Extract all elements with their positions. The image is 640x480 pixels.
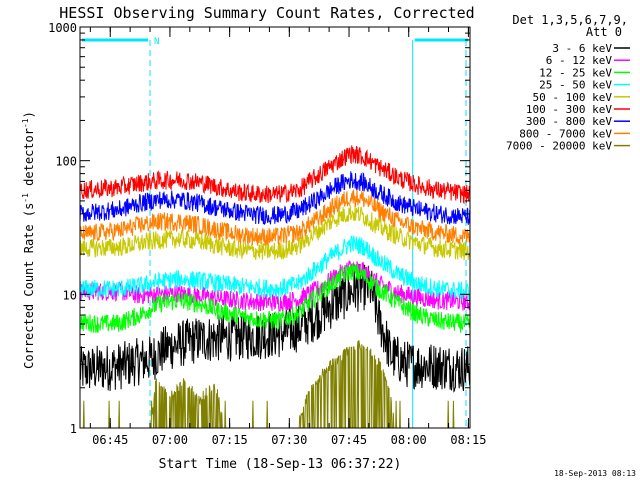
- x-tick-label-2: 07:15: [212, 433, 248, 447]
- series-line-2: [79, 263, 471, 333]
- y-label-exp-1: -1: [21, 193, 30, 203]
- y-tick-label-1: 10: [63, 288, 77, 302]
- legend-label-8: 7000 - 20000 keV: [506, 140, 612, 153]
- legend-label-7: 800 - 7000 keV: [519, 127, 612, 140]
- series-line-1: [79, 260, 471, 312]
- y-axis-label: Corrected Count Rate (s-1 detector-1): [21, 111, 36, 369]
- legend-label-3: 25 - 50 keV: [539, 79, 612, 92]
- attenuator-annotations: N: [82, 37, 468, 428]
- x-tick-label-5: 08:00: [391, 433, 427, 447]
- x-tick-label-0: 06:45: [92, 433, 128, 447]
- series-line-5: [79, 145, 471, 205]
- series-line-4: [79, 204, 471, 261]
- series-line-7: [79, 189, 471, 246]
- axes: 1 10 100 1000 06:45 07:00 07:15 07:30 07:45 08:00…: [48, 21, 486, 447]
- legend-label-4: 50 - 100 keV: [533, 91, 613, 104]
- x-tick-label-4: 07:45: [331, 433, 367, 447]
- series-line-0: [79, 262, 471, 393]
- y-tick-label-2: 100: [55, 155, 77, 169]
- chart-title: HESSI Observing Summary Count Rates, Cor…: [59, 4, 474, 22]
- x-tick-label-3: 07:30: [271, 433, 307, 447]
- legend-header-line-2: Att 0: [586, 25, 622, 39]
- legend-label-6: 300 - 800 keV: [526, 115, 612, 128]
- y-tick-label-0: 1: [70, 422, 77, 436]
- plot-frame: [79, 26, 471, 429]
- series-line-3: [79, 235, 471, 301]
- y-label-part-e: ): [22, 111, 36, 118]
- x-tick-label-6: 08:15: [450, 433, 486, 447]
- y-label-exp-2: -1: [21, 118, 30, 128]
- legend-label-2: 12 - 25 keV: [539, 66, 612, 79]
- series-line-6: [79, 171, 471, 225]
- legend-label-0: 3 - 6 keV: [552, 42, 612, 55]
- attenuator-label: N: [154, 37, 159, 47]
- x-axis-label: Start Time (18-Sep-13 06:37:22): [159, 457, 402, 472]
- series-layer: [79, 145, 471, 429]
- y-label-part-c: detector: [22, 128, 36, 193]
- legend-label-1: 6 - 12 keV: [546, 54, 613, 67]
- y-tick-label-3: 1000: [48, 21, 77, 35]
- y-label-part-a: Corrected Count Rate (s: [22, 203, 36, 369]
- timestamp: 18-Sep-2013 08:13: [554, 469, 636, 478]
- legend-label-5: 100 - 300 keV: [526, 103, 612, 116]
- x-tick-label-1: 07:00: [152, 433, 188, 447]
- legend-header-line-1: Det 1,3,5,6,7,9,: [512, 13, 628, 27]
